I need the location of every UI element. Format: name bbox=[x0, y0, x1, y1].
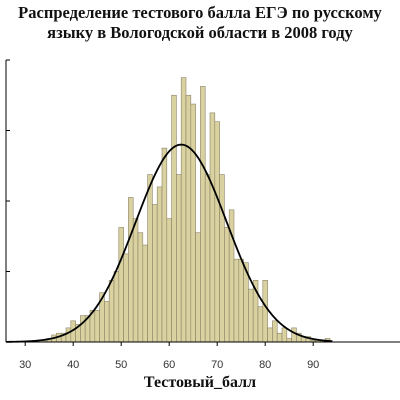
x-axis-label: Тестовый_балл bbox=[143, 374, 257, 391]
histogram-bar bbox=[94, 309, 100, 343]
x-tick-label: 80 bbox=[259, 359, 271, 371]
histogram-bar bbox=[118, 227, 124, 343]
x-tick-label: 60 bbox=[163, 359, 175, 371]
histogram-bar bbox=[108, 280, 115, 343]
x-tick-label: 30 bbox=[19, 359, 31, 371]
y-axis-ticks bbox=[6, 59, 10, 343]
histogram-bar bbox=[142, 244, 148, 343]
histogram-bar bbox=[152, 204, 158, 343]
chart-title-line-2: языку в Вологодской области в 2008 году bbox=[47, 23, 353, 42]
x-tick-label: 70 bbox=[211, 359, 223, 371]
x-tick-label: 40 bbox=[67, 359, 79, 371]
histogram-bar bbox=[233, 258, 240, 343]
histogram-bar bbox=[262, 280, 268, 343]
histogram-bar bbox=[272, 320, 278, 343]
x-tick-label: 90 bbox=[307, 359, 319, 371]
histogram-bar bbox=[171, 94, 177, 343]
histogram-bar bbox=[276, 332, 283, 343]
histogram-bar bbox=[147, 174, 153, 343]
histogram-bar bbox=[166, 218, 172, 343]
histogram-bar bbox=[291, 327, 297, 343]
histogram-bar bbox=[161, 147, 168, 343]
histogram-bar bbox=[104, 301, 110, 343]
x-axis-ticks: 30 40 50 60 70 80 90 bbox=[19, 342, 319, 371]
histogram-bar bbox=[180, 77, 187, 343]
histogram-bar bbox=[267, 327, 273, 343]
histogram-bar bbox=[80, 315, 86, 343]
histogram-bar bbox=[132, 218, 139, 343]
histogram-bar bbox=[238, 258, 244, 343]
normal-curve bbox=[5, 143, 333, 343]
histogram-bar bbox=[128, 197, 134, 343]
histogram-bar bbox=[156, 186, 163, 343]
histogram-bar bbox=[65, 327, 72, 343]
histogram-bar bbox=[257, 306, 264, 343]
histogram-bar bbox=[190, 103, 196, 343]
chart-title: Распределение тестового балла ЕГЭ по рус… bbox=[0, 3, 400, 43]
histogram-bar bbox=[113, 271, 120, 343]
histogram-bar bbox=[195, 232, 201, 343]
histogram-bar bbox=[137, 232, 144, 343]
chart-title-line-1: Распределение тестового балла ЕГЭ по рус… bbox=[18, 3, 382, 22]
histogram-bar bbox=[219, 174, 225, 343]
histogram-bar bbox=[281, 327, 288, 343]
histogram-bar bbox=[209, 112, 216, 343]
histogram-bar bbox=[214, 121, 220, 343]
histogram-bars bbox=[41, 77, 331, 343]
histogram-bar bbox=[204, 174, 211, 343]
histogram-bar bbox=[224, 227, 230, 343]
histogram-bar bbox=[185, 94, 192, 343]
histogram-bar bbox=[248, 288, 254, 343]
x-tick-label: 50 bbox=[115, 359, 127, 371]
histogram-bar bbox=[176, 174, 182, 343]
histogram-bar bbox=[200, 86, 206, 343]
histogram-bar bbox=[286, 338, 292, 343]
histogram-bar bbox=[123, 253, 129, 343]
